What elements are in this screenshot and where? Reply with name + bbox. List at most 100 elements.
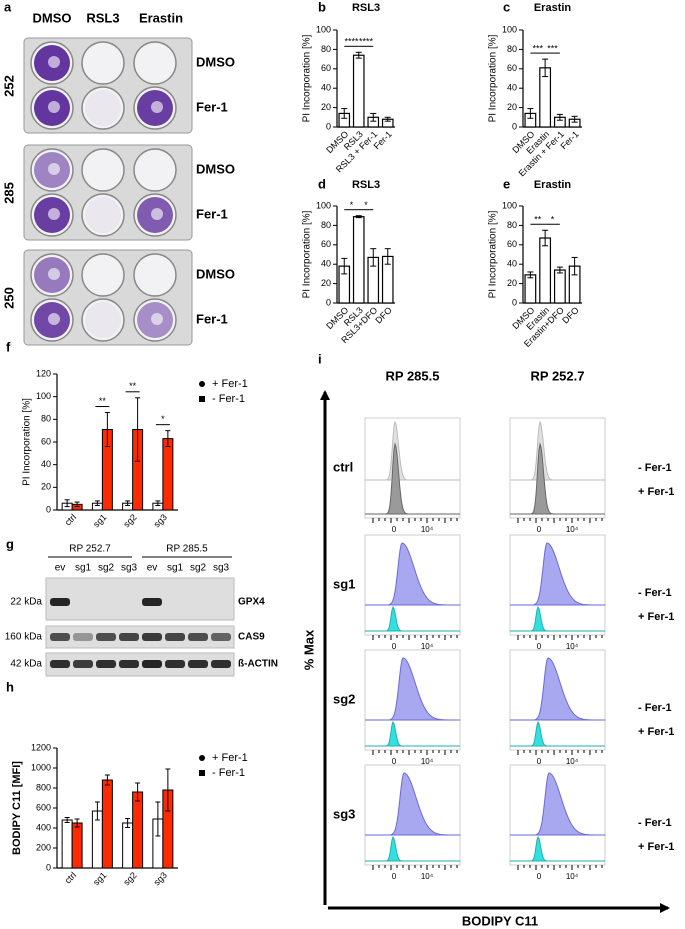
histogram: [510, 772, 606, 836]
condition-label: + Fer-1: [638, 486, 674, 498]
chart-title: RSL3: [352, 179, 380, 191]
condition-label: + Fer-1: [638, 726, 674, 738]
row-label: Fer-1: [196, 206, 228, 221]
histogram: [510, 420, 605, 481]
x-tick-label: DFO: [560, 305, 581, 326]
histogram: [365, 720, 460, 747]
protein-label: GPX4: [238, 597, 265, 608]
y-tick-label: 100: [316, 200, 331, 210]
axis-label: 10⁴: [421, 642, 434, 651]
cell-line-label: 250: [1, 287, 16, 309]
condition-label: + Fer-1: [638, 841, 674, 853]
panel-letter: i: [318, 351, 322, 366]
y-tick-label: 20: [507, 102, 517, 112]
x-tick-label: sg1: [91, 870, 108, 887]
condition-label: - Fer-1: [638, 587, 672, 599]
histogram: [365, 542, 461, 606]
blot-band: [119, 660, 139, 668]
x-tick-label: sg2: [121, 870, 138, 887]
y-tick-label: 40: [321, 259, 331, 269]
y-tick-label: 800: [36, 782, 51, 792]
significance-label: *: [364, 200, 368, 210]
panel-letter: e: [503, 176, 510, 191]
cell-line-label: 252: [1, 75, 16, 97]
x-tick-label: sg1: [91, 512, 108, 529]
column-label: RP 252.7: [531, 368, 585, 383]
row-label: DMSO: [196, 266, 235, 281]
histogram: [365, 772, 461, 836]
chart-title: Erastin: [534, 179, 572, 191]
axis-label: 0: [392, 757, 397, 766]
histogram: [510, 720, 605, 747]
column-label: Erastin: [139, 10, 183, 25]
well-center: [48, 163, 60, 175]
protein-label: ß-ACTIN: [238, 659, 278, 670]
y-tick-label: 20: [507, 278, 517, 288]
row-label: sg1: [333, 576, 355, 591]
row-label: sg2: [333, 691, 355, 706]
blot-band: [119, 633, 139, 641]
y-tick-label: 80: [321, 220, 331, 230]
bar: [539, 237, 552, 304]
blot: [45, 577, 235, 621]
y-tick-label: 100: [502, 24, 517, 34]
x-tick-label: sg2: [121, 512, 138, 529]
group-label: RP 252.7: [69, 544, 111, 555]
histogram: [365, 420, 460, 481]
panel-letter: f: [6, 339, 11, 354]
y-tick-label: 120: [36, 368, 51, 378]
panel-letter: c: [503, 0, 510, 14]
well-center: [48, 56, 60, 68]
blot: [45, 652, 235, 677]
axis-label: 10⁴: [421, 872, 434, 881]
y-axis-label: PI Incorporation [%]: [302, 34, 313, 122]
well: [133, 253, 177, 297]
bar: [352, 216, 365, 304]
bar: [132, 791, 144, 869]
y-tick-label: 0: [46, 862, 51, 872]
condition-label: + Fer-1: [638, 611, 674, 623]
significance-label: ***: [547, 43, 558, 53]
bar: [553, 269, 566, 304]
blot-band: [73, 633, 93, 641]
axis-label: 10⁴: [421, 525, 434, 534]
histogram: [510, 542, 606, 606]
y-tick-label: 20: [321, 278, 331, 288]
well: [133, 41, 177, 85]
well: [81, 86, 125, 130]
row-label: DMSO: [196, 54, 235, 69]
well-stain: [85, 197, 121, 233]
blot-band: [188, 660, 208, 668]
legend-marker: [199, 755, 205, 761]
y-tick-label: 0: [512, 297, 517, 307]
lane-label: sg1: [167, 563, 184, 574]
blot-band: [165, 660, 185, 668]
axis-label: 10⁴: [566, 757, 579, 766]
blot-band: [96, 660, 116, 668]
well: [81, 253, 125, 297]
well-stain: [85, 302, 121, 338]
blot-band: [211, 633, 231, 641]
axis-label: 10⁴: [566, 525, 579, 534]
legend-label: - Fer-1: [212, 767, 245, 779]
x-tick-label: sg3: [152, 512, 169, 529]
legend-marker: [199, 396, 205, 402]
significance-label: ****: [359, 37, 374, 47]
significance-label: *: [551, 215, 555, 225]
axis-label: 0: [537, 525, 542, 534]
size-label: 22 kDa: [10, 597, 42, 608]
y-tick-label: 40: [507, 259, 517, 269]
blot-band: [50, 598, 70, 606]
y-tick-label: 0: [326, 297, 331, 307]
axis-label: 10⁴: [566, 872, 579, 881]
x-tick-label: DFO: [373, 305, 394, 326]
legend-label: - Fer-1: [212, 393, 245, 405]
lane-label: ev: [147, 563, 158, 574]
chart-title: Erastin: [534, 2, 572, 14]
histogram: [365, 835, 460, 862]
bar: [71, 822, 83, 869]
axis-label: 0: [392, 642, 397, 651]
y-tick-label: 80: [41, 414, 51, 424]
bar: [162, 438, 174, 511]
